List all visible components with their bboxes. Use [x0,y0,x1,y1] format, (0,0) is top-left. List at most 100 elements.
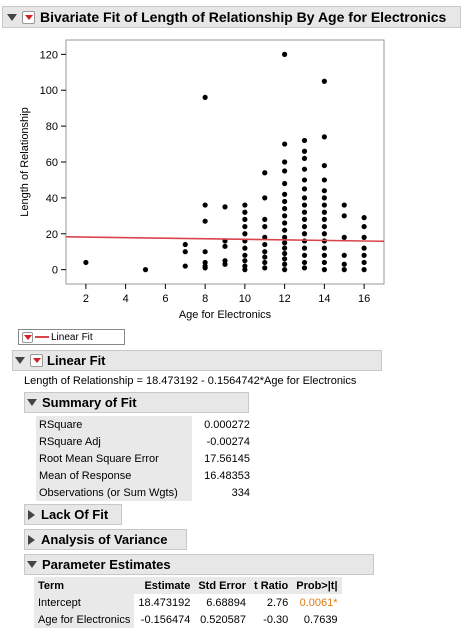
data-point[interactable] [361,245,367,251]
data-point[interactable] [301,155,308,162]
data-point[interactable] [282,250,288,257]
data-point[interactable] [262,216,268,223]
data-point[interactable] [361,267,367,273]
data-point[interactable] [262,259,268,266]
data-point[interactable] [301,186,308,192]
data-point[interactable] [321,223,327,230]
data-point[interactable] [262,170,268,176]
data-point[interactable] [321,245,327,251]
data-point[interactable] [242,267,248,273]
data-point[interactable] [282,227,288,233]
data-point[interactable] [202,259,208,266]
data-point[interactable] [262,223,268,230]
col-header-std-error[interactable]: Std Error [194,577,251,594]
data-point[interactable] [202,218,208,224]
data-point[interactable] [242,258,248,264]
data-point[interactable] [282,213,288,219]
data-point[interactable] [242,209,248,215]
data-point[interactable] [321,78,327,84]
data-point[interactable] [361,223,367,230]
data-point[interactable] [321,162,327,169]
data-point[interactable] [242,252,248,258]
data-point[interactable] [341,261,347,267]
data-point[interactable] [202,265,208,271]
data-point[interactable] [242,216,248,223]
data-point[interactable] [282,141,288,147]
data-point[interactable] [282,267,288,273]
data-point[interactable] [301,148,308,154]
data-point[interactable] [321,177,327,183]
data-point[interactable] [262,195,268,201]
data-point[interactable] [321,202,327,208]
data-point[interactable] [282,198,288,205]
data-point[interactable] [321,252,327,258]
data-point[interactable] [282,220,288,226]
collapse-report-icon[interactable] [7,13,17,21]
data-point[interactable] [341,213,347,219]
data-point[interactable] [282,245,288,251]
report-header[interactable]: Bivariate Fit of Length of Relationship … [2,6,461,28]
data-point[interactable] [301,166,308,172]
data-point[interactable] [242,263,248,269]
data-point[interactable] [301,231,308,237]
data-point[interactable] [242,245,248,251]
data-point[interactable] [282,240,288,246]
data-point[interactable] [242,231,248,237]
data-point[interactable] [321,259,327,266]
data-point[interactable] [321,195,327,201]
data-point[interactable] [242,202,248,208]
fit-line[interactable] [65,235,385,243]
data-point[interactable] [361,259,367,266]
data-point[interactable] [361,215,367,221]
data-point[interactable] [262,249,268,255]
data-point[interactable] [341,252,347,258]
data-point[interactable] [262,265,268,271]
linear-fit-menu-button[interactable] [30,354,43,367]
parameter-estimates-header[interactable]: Parameter Estimates [24,554,374,575]
data-point[interactable] [301,202,308,208]
data-point[interactable] [282,168,288,174]
data-point[interactable] [282,206,288,212]
data-point[interactable] [83,259,89,266]
data-point[interactable] [301,223,308,230]
report-options-menu-button[interactable] [22,10,35,24]
data-point[interactable] [301,245,308,251]
data-point[interactable] [301,195,308,201]
linear-fit-header[interactable]: Linear Fit [12,350,382,371]
data-point[interactable] [242,223,248,230]
data-point[interactable] [301,265,308,271]
summary-of-fit-header[interactable]: Summary of Fit [24,392,249,413]
data-point[interactable] [142,267,149,273]
data-point[interactable] [341,267,347,273]
col-header-estimate[interactable]: Estimate [134,577,195,594]
data-point[interactable] [301,137,308,144]
col-header-term[interactable]: Term [34,577,135,594]
data-point[interactable] [182,249,188,255]
data-point[interactable] [361,234,367,240]
legend[interactable]: Linear Fit [18,329,125,345]
data-point[interactable] [202,202,208,208]
data-point[interactable] [282,180,288,187]
data-point[interactable] [301,216,308,223]
expand-anova-icon[interactable] [28,534,35,545]
data-point[interactable] [202,94,208,101]
data-point[interactable] [301,177,308,183]
data-point[interactable] [282,234,288,240]
data-point[interactable] [341,202,347,208]
data-point[interactable] [222,258,228,264]
data-point[interactable] [222,243,228,249]
lack-of-fit-header[interactable]: Lack Of Fit [24,504,122,525]
legend-options-button[interactable] [22,331,33,343]
data-point[interactable] [301,259,308,266]
data-point[interactable] [262,241,268,248]
data-point[interactable] [222,261,228,267]
scatter-plot[interactable]: 0 20 40 60 80 100 120 2 4 6 8 10 12 14 16 Age for Elect… [0,32,466,322]
data-point[interactable] [182,263,188,269]
collapse-parameter-estimates-icon[interactable] [27,561,37,568]
data-point[interactable] [301,252,308,258]
data-point[interactable] [282,51,288,57]
data-point[interactable] [262,254,268,260]
col-header-t-ratio[interactable]: t Ratio [250,577,293,594]
data-point[interactable] [341,234,347,240]
data-point[interactable] [222,204,228,210]
